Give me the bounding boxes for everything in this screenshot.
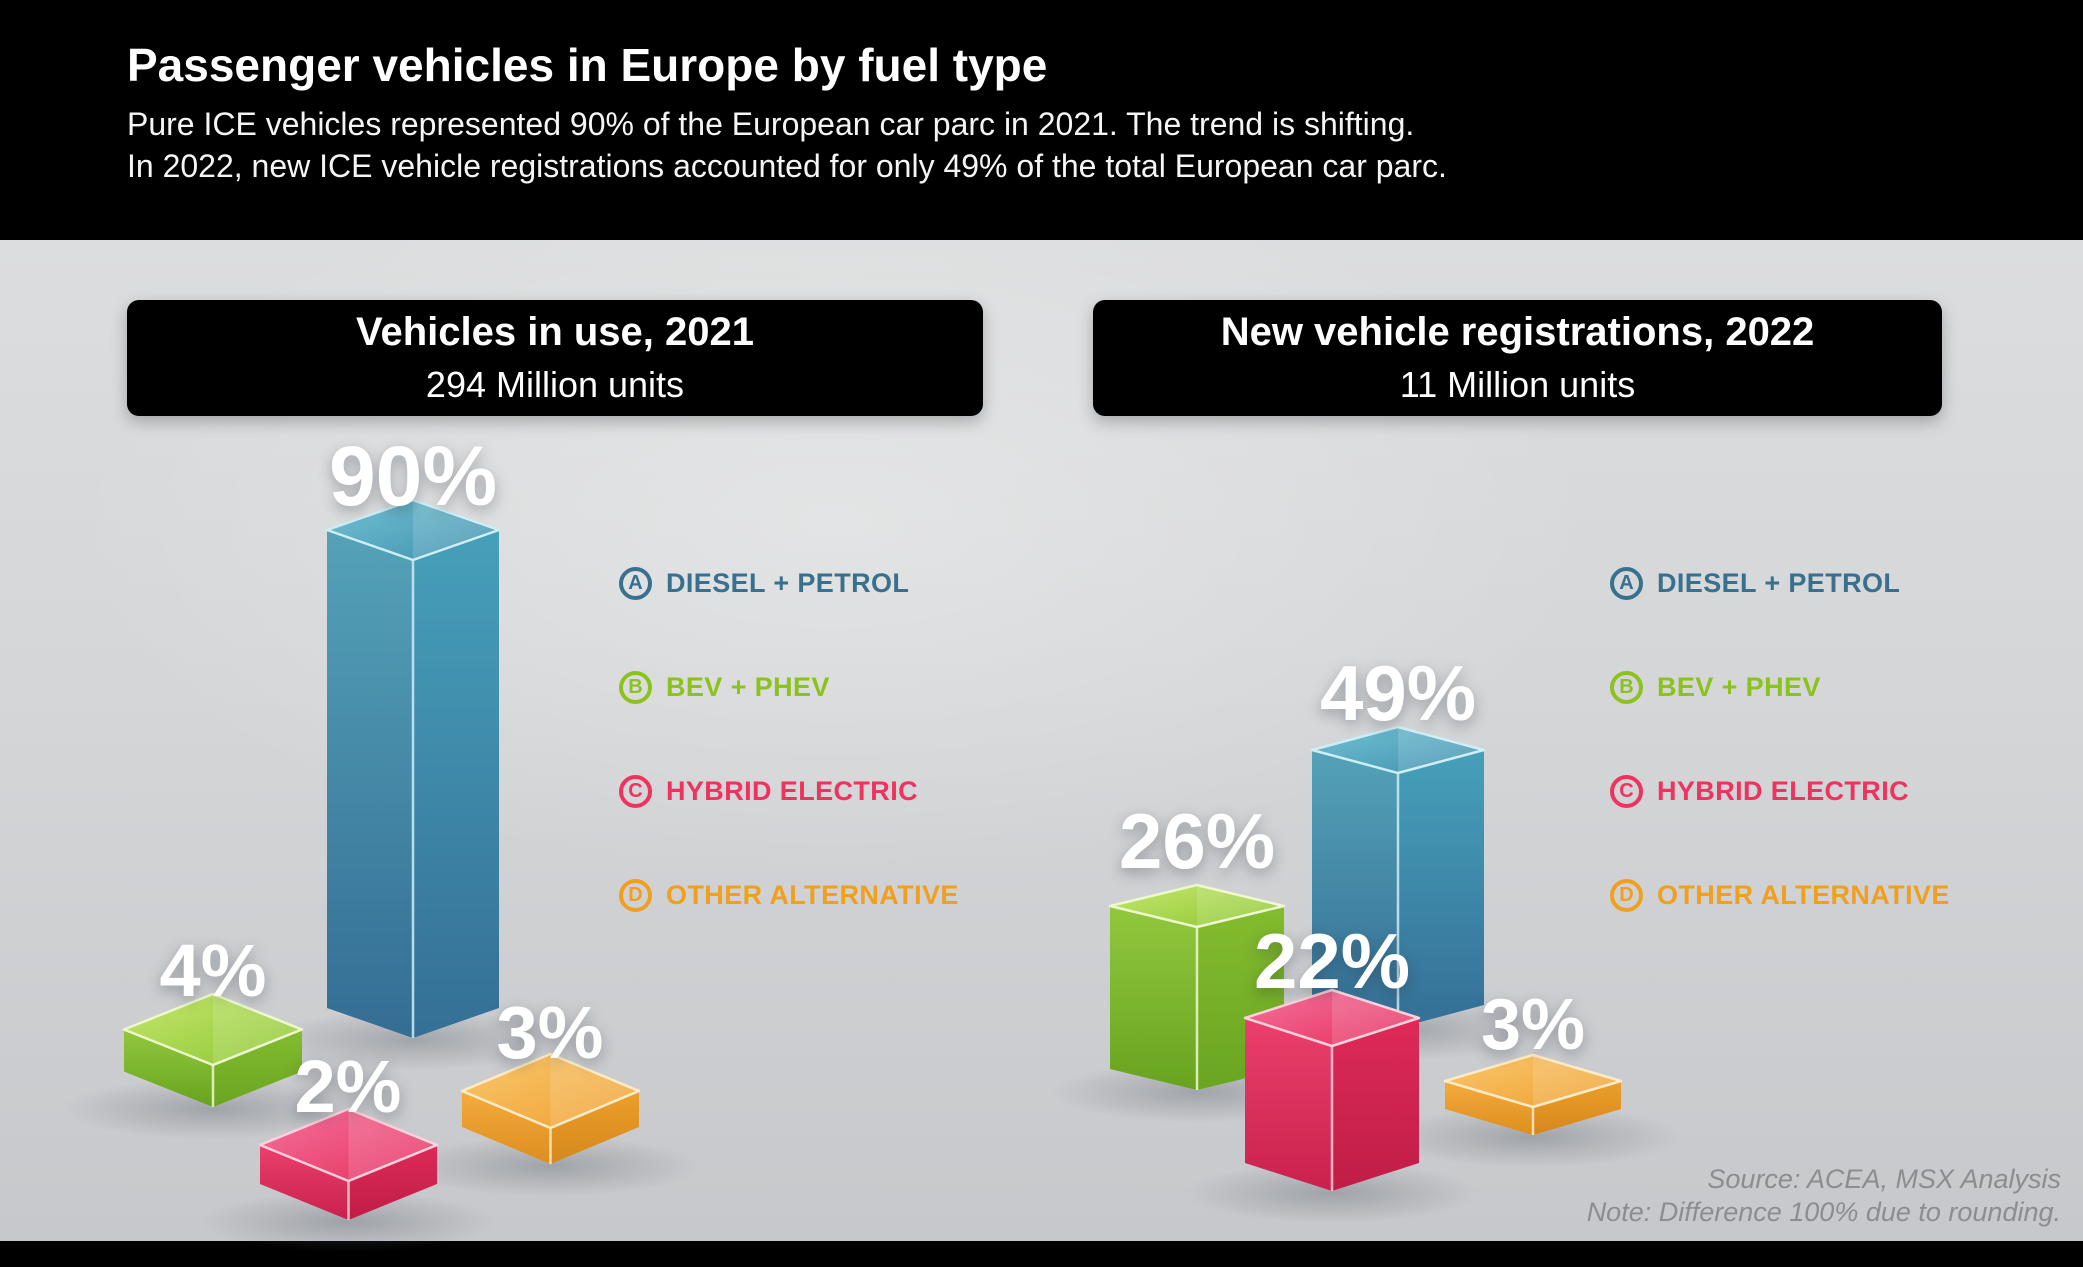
legend-badge-b-icon: B bbox=[619, 670, 652, 704]
legend-badge-c-icon: C bbox=[619, 774, 652, 808]
legend-label: OTHER ALTERNATIVE bbox=[1657, 879, 1950, 910]
legend-right: A DIESEL + PETROL B BEV + PHEV C HYBRID ELECT… bbox=[1610, 566, 1950, 912]
bar-value-label: 3% bbox=[1480, 985, 1586, 1065]
bar-value-label: 22% bbox=[1253, 917, 1411, 1005]
legend-item-b: B BEV + PHEV bbox=[619, 670, 959, 704]
legend-label: HYBRID ELECTRIC bbox=[666, 775, 919, 806]
note-line: Note: Difference 100% due to rounding. bbox=[1586, 1197, 2061, 1227]
bar-in-use-2021-bev-phev bbox=[122, 992, 304, 1107]
source-note: Source: ACEA, MSX Analysis Note: Differe… bbox=[1587, 1163, 2061, 1229]
legend-label: DIESEL + PETROL bbox=[666, 567, 910, 598]
bar-in-use-2021-hybrid-electric bbox=[258, 1107, 438, 1220]
legend-label: BEV + PHEV bbox=[1657, 671, 1821, 702]
legend-item-c: C HYBRID ELECTRIC bbox=[1610, 774, 1950, 808]
legend-item-a: A DIESEL + PETROL bbox=[619, 566, 959, 600]
panel-new-registrations-2022: New vehicle registrations, 2022 11 Milli… bbox=[1093, 300, 1942, 416]
bar-registrations-2022-hybrid-electric bbox=[1243, 988, 1421, 1191]
legend-label: BEV + PHEV bbox=[666, 671, 830, 702]
footer-bar bbox=[0, 1241, 2083, 1267]
chart-area: Vehicles in use, 2021 294 Million units … bbox=[0, 240, 2083, 1254]
subtitle-line-1: Pure ICE vehicles represented 90% of the… bbox=[127, 106, 1415, 142]
panel-title: New vehicle registrations, 2022 bbox=[1220, 309, 1815, 354]
bar-value-label: 3% bbox=[496, 991, 604, 1074]
legend-badge-a-icon: A bbox=[1610, 566, 1643, 600]
source-line: Source: ACEA, MSX Analysis bbox=[1707, 1164, 2061, 1194]
bar-registrations-2022-other-alternative bbox=[1443, 1053, 1623, 1135]
legend-left: A DIESEL + PETROL B BEV + PHEV C HYBRID ELECT… bbox=[619, 566, 959, 912]
page-title: Passenger vehicles in Europe by fuel typ… bbox=[127, 39, 1048, 91]
legend-badge-b-icon: B bbox=[1610, 670, 1643, 704]
legend-label: HYBRID ELECTRIC bbox=[1657, 775, 1910, 806]
header: Passenger vehicles in Europe by fuel typ… bbox=[0, 0, 2083, 240]
panel-units: 11 Million units bbox=[1399, 364, 1636, 406]
legend-label: DIESEL + PETROL bbox=[1657, 567, 1901, 598]
bar-value-label: 90% bbox=[328, 429, 498, 523]
legend-item-d: D OTHER ALTERNATIVE bbox=[619, 878, 959, 912]
panel-title: Vehicles in use, 2021 bbox=[355, 309, 755, 354]
subtitle-line-2: In 2022, new ICE vehicle registrations a… bbox=[127, 148, 1447, 184]
legend-badge-c-icon: C bbox=[1610, 774, 1643, 808]
bar-value-label: 49% bbox=[1319, 649, 1477, 737]
legend-item-d: D OTHER ALTERNATIVE bbox=[1610, 878, 1950, 912]
legend-label: OTHER ALTERNATIVE bbox=[666, 879, 959, 910]
bar-value-label: 2% bbox=[294, 1045, 402, 1128]
bar-in-use-2021-other-alternative bbox=[460, 1052, 640, 1164]
legend-item-c: C HYBRID ELECTRIC bbox=[619, 774, 959, 808]
panel-units: 294 Million units bbox=[425, 364, 685, 406]
bar-in-use-2021-diesel-petrol bbox=[325, 498, 501, 1038]
bar-registrations-2022-diesel-petrol bbox=[1310, 725, 1486, 1028]
bar-value-label: 4% bbox=[159, 929, 267, 1012]
legend-badge-d-icon: D bbox=[619, 878, 652, 912]
bar-value-label: 26% bbox=[1118, 797, 1276, 885]
legend-badge-a-icon: A bbox=[619, 566, 652, 600]
legend-item-a: A DIESEL + PETROL bbox=[1610, 566, 1950, 600]
legend-badge-d-icon: D bbox=[1610, 878, 1643, 912]
legend-item-b: B BEV + PHEV bbox=[1610, 670, 1950, 704]
panel-vehicles-in-use-2021: Vehicles in use, 2021 294 Million units bbox=[127, 300, 983, 416]
